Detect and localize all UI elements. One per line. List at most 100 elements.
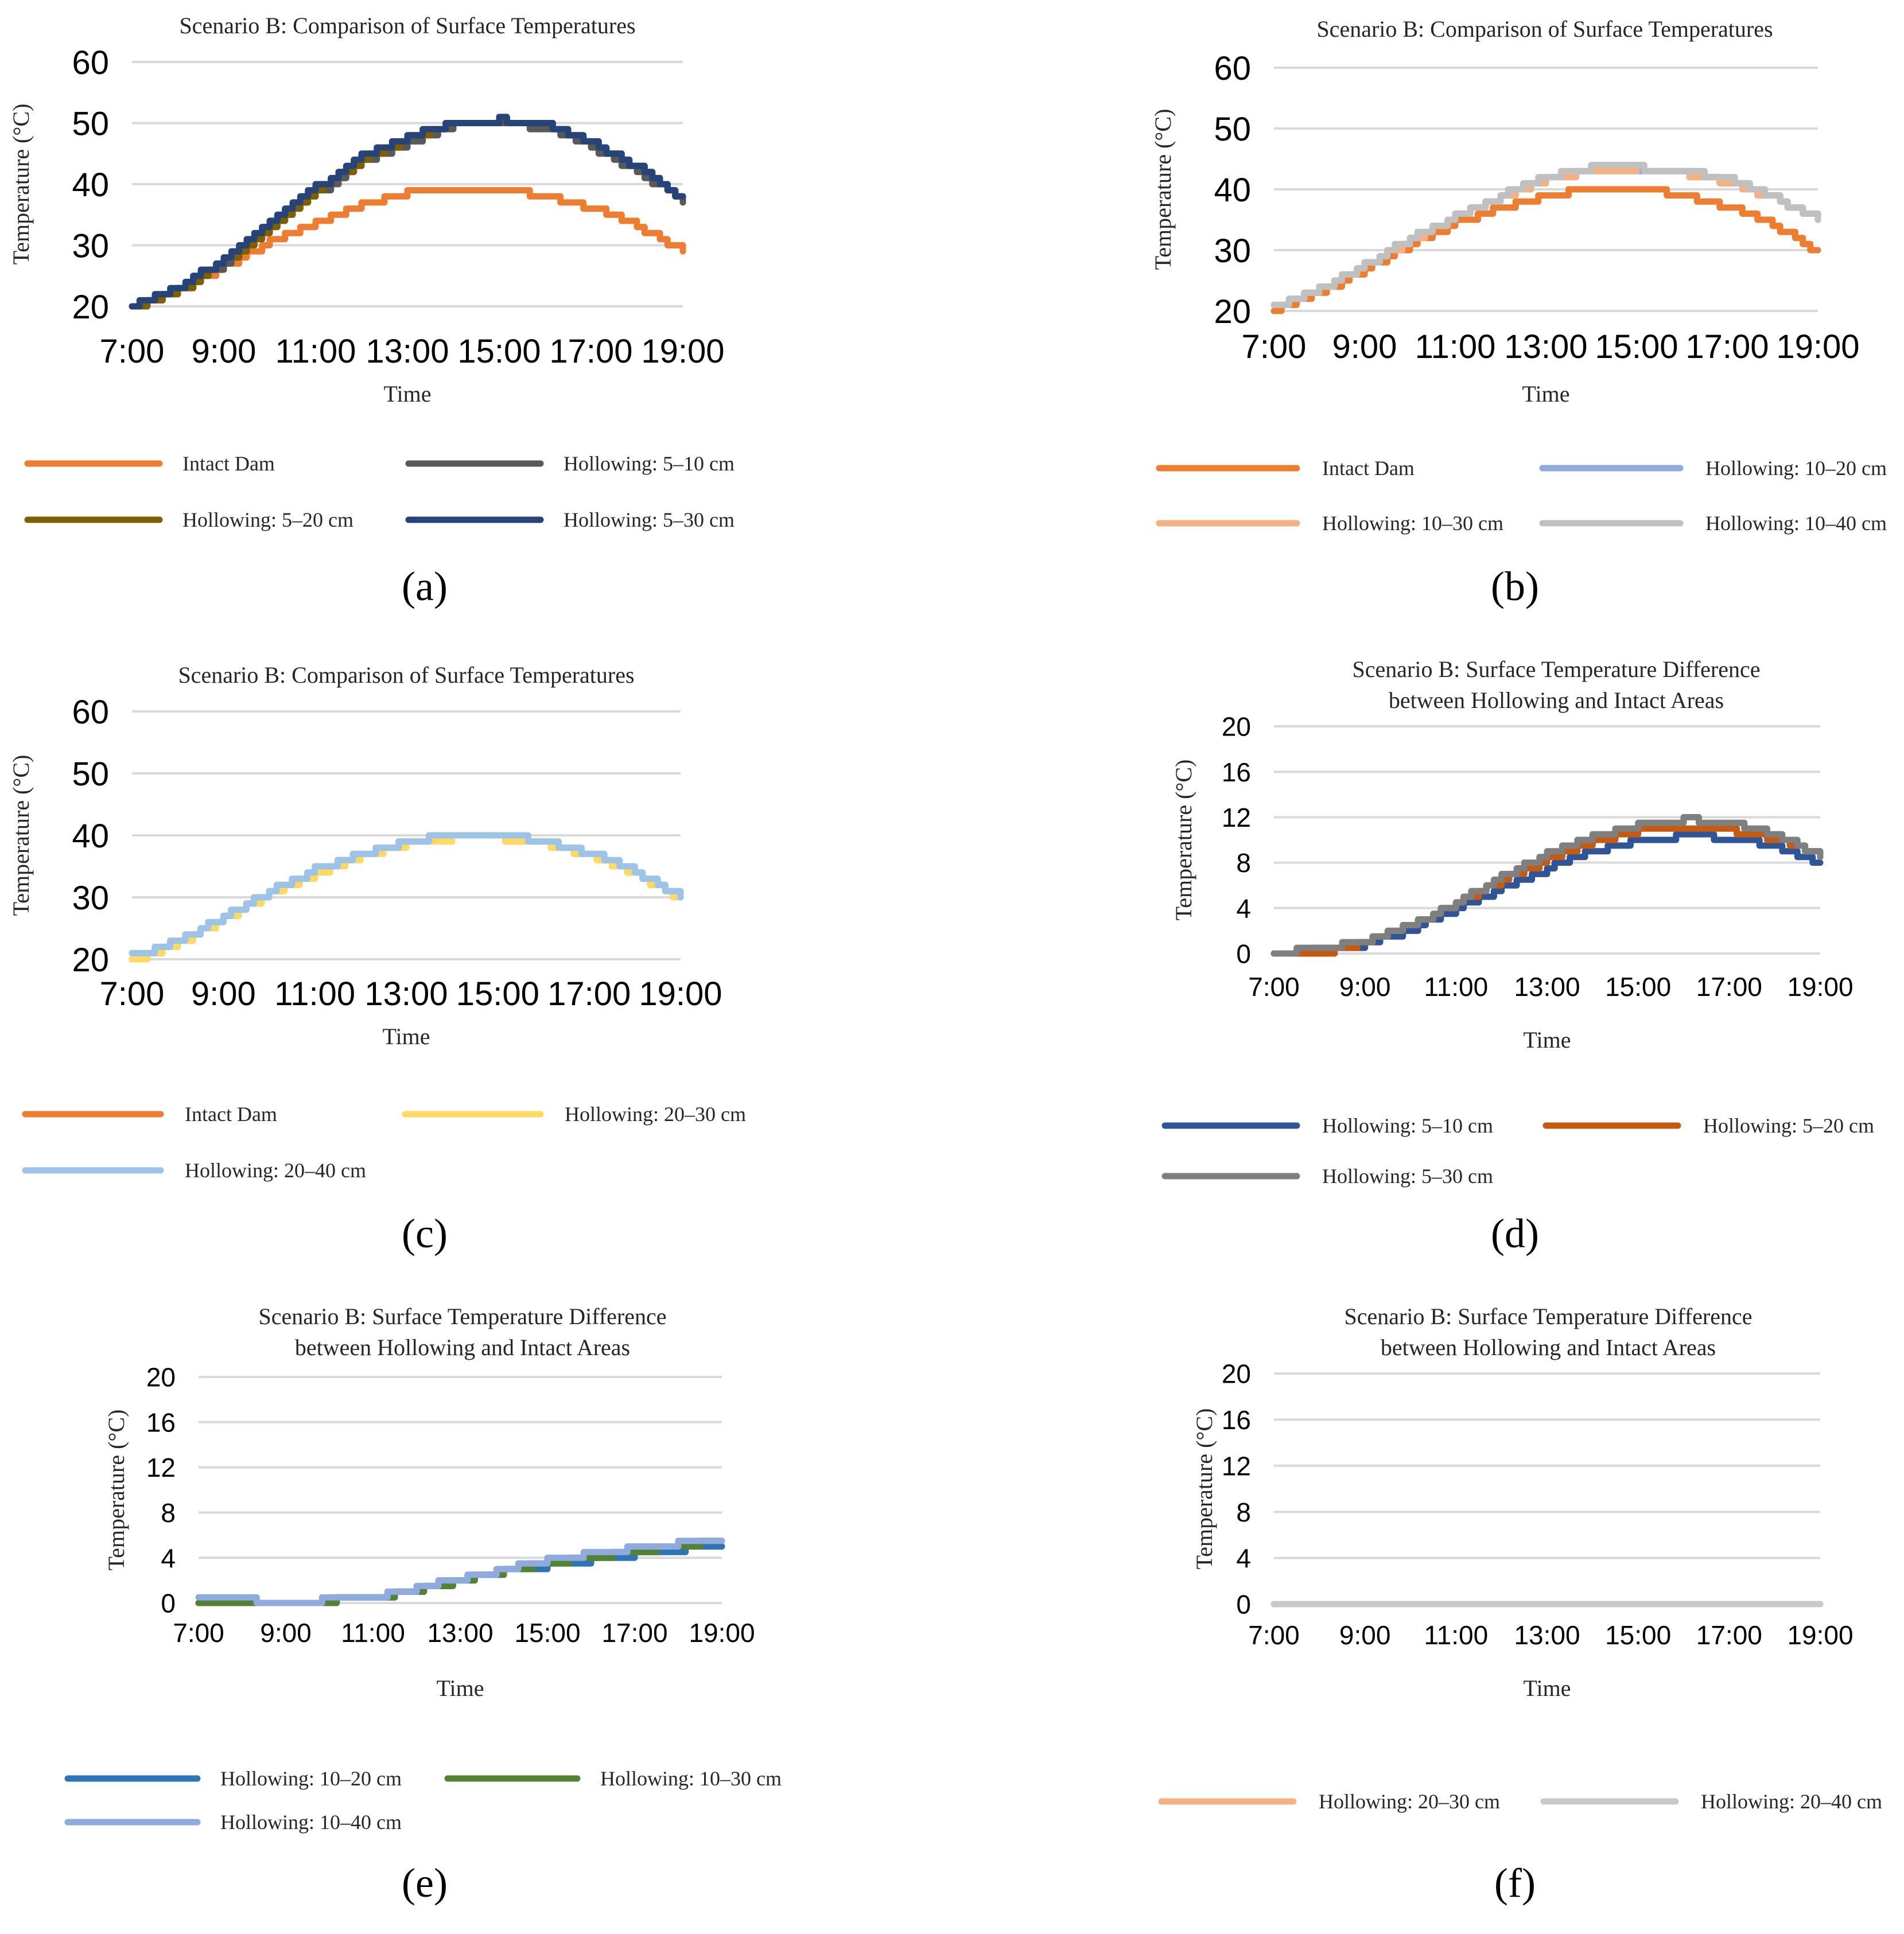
x-tick-label: 7:00 [173, 1618, 224, 1648]
x-tick-label: 13:00 [1514, 972, 1580, 1002]
y-tick-label: 50 [1214, 111, 1251, 148]
x-tick-label: 19:00 [1787, 972, 1853, 1002]
chart-title-c: Scenario B: Comparison of Surface Temper… [178, 662, 634, 688]
y-tick-label: 12 [1222, 1451, 1251, 1481]
x-tick-label: 17:00 [601, 1618, 667, 1648]
x-tick-label: 13:00 [366, 333, 449, 370]
series-line-3 [1270, 814, 1824, 957]
panel-a: Scenario B: Comparison of Surface Temper… [8, 13, 735, 609]
y-tick-label: 0 [161, 1589, 176, 1618]
series-line-2 [1270, 825, 1824, 957]
series-line-3 [129, 832, 684, 956]
legend-label: Hollowing: 5–30 cm [564, 508, 735, 531]
x-tick-label: 15:00 [1595, 328, 1678, 365]
y-tick-label: 50 [72, 756, 109, 793]
x-tick-label: 11:00 [1424, 972, 1488, 1002]
y-tick-label: 20 [1222, 1359, 1251, 1389]
x-axis-label: Time [1523, 1675, 1571, 1701]
y-tick-label: 30 [1214, 232, 1251, 270]
x-tick-label: 17:00 [1696, 972, 1762, 1002]
legend-label: Hollowing: 20–40 cm [185, 1159, 366, 1182]
x-tick-label: 11:00 [275, 333, 356, 370]
legend-label: Hollowing: 5–20 cm [182, 508, 353, 531]
x-axis-label: Time [383, 381, 431, 407]
x-tick-label: 17:00 [549, 333, 632, 370]
y-tick-label: 50 [72, 105, 109, 142]
x-tick-label: 17:00 [547, 975, 631, 1013]
y-axis-label: Temperature (°C) [1191, 1408, 1217, 1570]
chart-title-e: Scenario B: Surface Temperature Differen… [259, 1303, 667, 1329]
panel-f: Scenario B: Surface Temperature Differen… [1158, 1303, 1882, 1906]
x-tick-label: 17:00 [1685, 328, 1769, 365]
y-tick-label: 0 [1236, 1590, 1251, 1620]
y-tick-label: 60 [72, 694, 109, 731]
x-tick-label: 17:00 [1696, 1620, 1762, 1650]
x-axis-label: Time [1523, 1027, 1571, 1053]
panel-label-a: (a) [402, 563, 448, 609]
y-axis-label: Temperature (°C) [1150, 109, 1176, 270]
y-axis-label: Temperature (°C) [8, 104, 34, 265]
y-tick-label: 60 [72, 44, 109, 81]
legend-label: Hollowing: 5–30 cm [1322, 1165, 1493, 1188]
legend-label: Intact Dam [182, 452, 275, 475]
legend-label: Hollowing: 5–10 cm [1322, 1114, 1493, 1137]
chart-title-d: Scenario B: Surface Temperature Differen… [1353, 656, 1761, 682]
y-tick-label: 16 [1222, 757, 1251, 787]
x-axis-label: Time [382, 1024, 430, 1049]
panel-d: Scenario B: Surface Temperature Differen… [1161, 656, 1874, 1256]
legend-label: Hollowing: 10–30 cm [1322, 512, 1503, 535]
y-tick-label: 20 [72, 941, 109, 979]
legend-label: Intact Dam [185, 1103, 277, 1126]
y-tick-label: 20 [146, 1363, 176, 1392]
legend-label: Hollowing: 10–20 cm [220, 1767, 402, 1790]
series-line-4 [1270, 162, 1821, 308]
y-tick-label: 8 [161, 1498, 176, 1528]
panel-label-f: (f) [1494, 1860, 1536, 1906]
y-tick-label: 0 [1236, 939, 1251, 969]
x-tick-label: 9:00 [1339, 972, 1391, 1002]
series-line-1 [1270, 831, 1824, 957]
y-tick-label: 20 [1222, 712, 1251, 742]
x-tick-label: 11:00 [1424, 1620, 1488, 1650]
y-tick-label: 30 [72, 227, 109, 264]
y-tick-label: 40 [1214, 172, 1251, 209]
x-tick-label: 7:00 [1248, 972, 1300, 1002]
x-tick-label: 11:00 [341, 1618, 405, 1648]
x-tick-label: 7:00 [100, 333, 165, 370]
legend-label: Hollowing: 10–40 cm [1705, 512, 1887, 535]
x-tick-label: 9:00 [1332, 328, 1397, 365]
x-tick-label: 9:00 [191, 975, 256, 1013]
x-tick-label: 15:00 [1605, 972, 1671, 1002]
x-tick-label: 19:00 [689, 1618, 755, 1648]
chart-title-e: between Hollowing and Intact Areas [295, 1334, 630, 1360]
y-tick-label: 20 [72, 289, 109, 326]
y-tick-label: 16 [146, 1407, 176, 1437]
panel-label-c: (c) [402, 1211, 448, 1256]
x-tick-label: 7:00 [100, 975, 165, 1013]
y-tick-label: 30 [72, 880, 109, 917]
legend-label: Intact Dam [1322, 457, 1415, 480]
x-tick-label: 13:00 [1514, 1620, 1580, 1650]
y-tick-label: 20 [1214, 293, 1251, 330]
x-tick-label: 13:00 [427, 1618, 493, 1648]
chart-title-f: Scenario B: Surface Temperature Differen… [1345, 1303, 1753, 1329]
x-tick-label: 9:00 [1339, 1620, 1391, 1650]
x-tick-label: 15:00 [514, 1618, 580, 1648]
chart-title-a: Scenario B: Comparison of Surface Temper… [179, 13, 635, 38]
legend-label: Hollowing: 5–10 cm [564, 452, 735, 475]
y-tick-label: 16 [1222, 1405, 1251, 1435]
legend-label: Hollowing: 10–20 cm [1705, 457, 1887, 480]
y-tick-label: 8 [1236, 848, 1251, 878]
panel-e: Scenario B: Surface Temperature Differen… [64, 1303, 782, 1906]
series-line-2 [1270, 168, 1821, 308]
x-tick-label: 11:00 [274, 975, 355, 1013]
legend-label: Hollowing: 20–40 cm [1701, 1790, 1882, 1813]
y-tick-label: 60 [1214, 50, 1251, 87]
y-tick-label: 4 [1236, 893, 1251, 923]
panel-label-b: (b) [1491, 563, 1539, 609]
legend-label: Hollowing: 20–30 cm [565, 1103, 746, 1126]
y-axis-label: Temperature (°C) [8, 755, 34, 916]
panel-b: Scenario B: Comparison of Surface Temper… [1150, 16, 1887, 609]
chart-title-d: between Hollowing and Intact Areas [1389, 687, 1724, 713]
y-tick-label: 40 [72, 818, 109, 855]
